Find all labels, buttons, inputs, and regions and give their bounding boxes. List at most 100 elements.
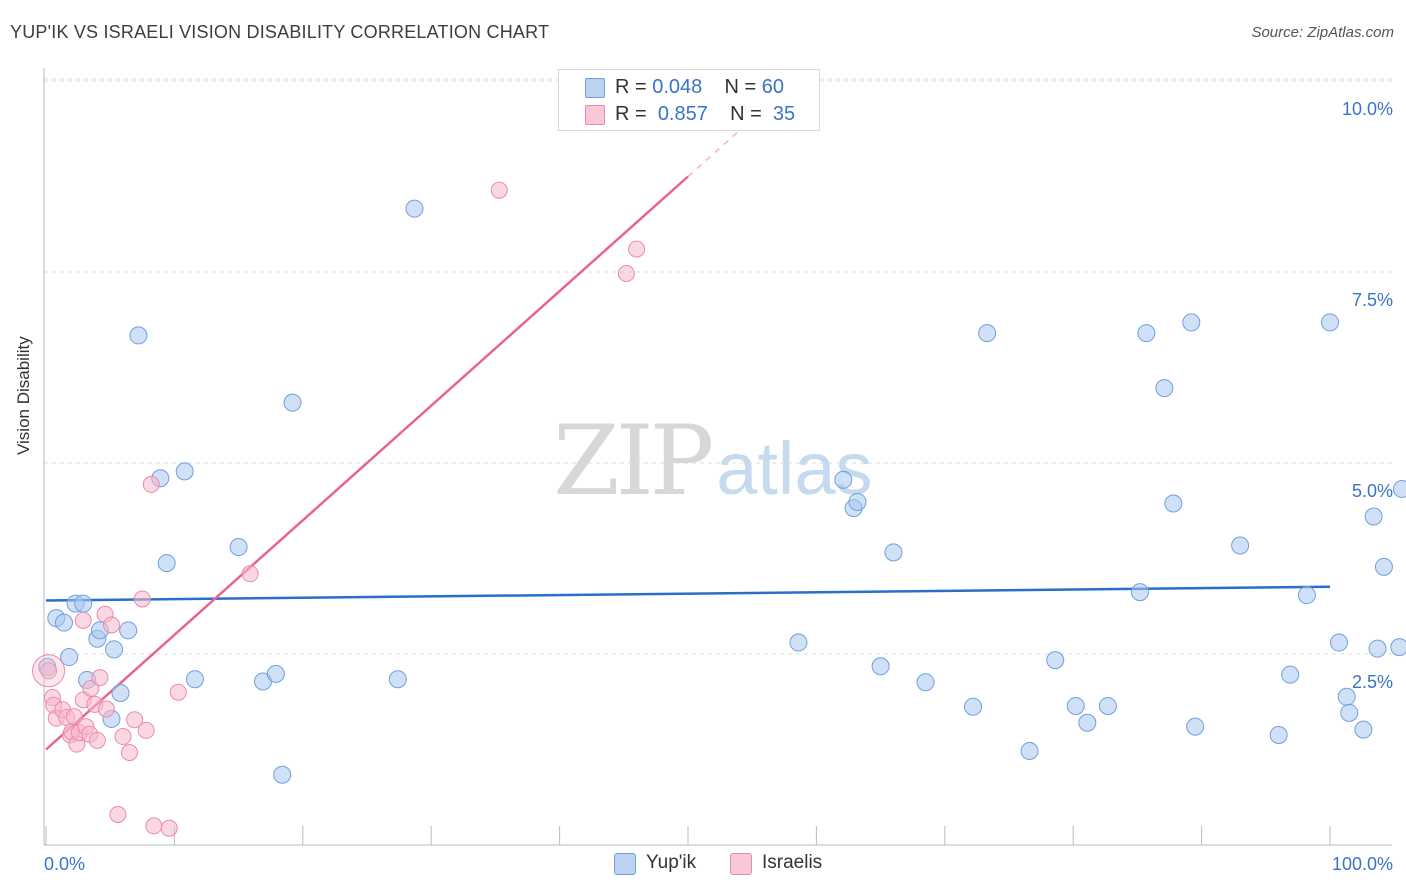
trend-line-israelis (45, 175, 689, 751)
point-israelis (617, 265, 635, 283)
point-yupik (978, 324, 997, 343)
point-yupik (1354, 720, 1373, 739)
point-yupik (60, 648, 79, 667)
point-yupik (105, 640, 124, 659)
trend-lines (45, 118, 1331, 751)
point-israelis (109, 805, 127, 823)
point-israelis (169, 683, 187, 701)
point-israelis (133, 590, 151, 608)
point-yupik (1182, 313, 1201, 332)
point-israelis (88, 731, 106, 749)
watermark-atlas: atlas (716, 427, 873, 510)
point-yupik (1392, 479, 1406, 498)
r-label: R = (615, 76, 647, 98)
point-yupik (54, 613, 73, 632)
point-yupik (871, 657, 890, 676)
point-israelis (145, 817, 163, 835)
point-yupik (1137, 324, 1156, 343)
point-yupik (111, 683, 130, 702)
point-yupik (848, 492, 867, 511)
point-israelis (490, 181, 508, 199)
point-yupik (157, 554, 176, 573)
point-israelis (142, 475, 160, 493)
point-yupik (273, 765, 292, 784)
legend-label-yupik: Yup'ik (646, 852, 697, 873)
point-yupik (1374, 557, 1393, 576)
point-yupik (1164, 494, 1183, 513)
point-yupik (388, 670, 407, 689)
legend-swatch-blue (585, 78, 605, 98)
point-yupik (964, 697, 983, 716)
point-yupik (789, 633, 808, 652)
watermark: ZIPatlas (553, 405, 873, 517)
point-yupik (175, 462, 194, 481)
point-yupik (74, 594, 93, 613)
point-yupik (266, 664, 285, 683)
n-label: N = (730, 103, 762, 125)
point-yupik (1329, 633, 1348, 652)
point-yupik (1130, 583, 1149, 602)
point-yupik (1340, 703, 1359, 722)
point-israelis (65, 708, 83, 726)
point-israelis (102, 616, 120, 634)
r-value-israelis: 0.857 (657, 103, 708, 125)
n-value-yupik: 60 (761, 76, 785, 98)
data-points (32, 181, 1406, 837)
point-israelis (160, 819, 178, 837)
trend-line-yupik (45, 585, 1331, 602)
legend-swatch-pink (585, 105, 605, 125)
point-israelis (97, 700, 115, 718)
point-yupik (1321, 313, 1339, 332)
point-yupik (884, 543, 903, 562)
watermark-zip: ZIP (553, 405, 714, 517)
point-yupik (916, 673, 935, 692)
point-yupik (119, 621, 138, 640)
point-israelis (126, 711, 144, 729)
chart-title: YUP'IK VS ISRAELI VISION DISABILITY CORR… (10, 22, 550, 42)
n-label: N = (724, 76, 757, 98)
legend-swatch-pink (730, 853, 752, 875)
legend-swatch-blue (614, 853, 636, 875)
r-value-yupik: 0.048 (652, 76, 703, 98)
point-yupik (1155, 379, 1174, 398)
point-israelis (137, 721, 155, 739)
point-israelis (74, 611, 92, 629)
point-yupik (1046, 651, 1065, 670)
point-yupik (1297, 586, 1316, 605)
point-yupik (1066, 696, 1085, 715)
y-tick-label: 2.5% (1352, 672, 1393, 692)
point-yupik (129, 326, 148, 345)
point-yupik (1281, 665, 1300, 684)
point-yupik (283, 393, 302, 412)
point-israelis (114, 728, 132, 746)
point-israelis (241, 565, 259, 583)
point-israelis (40, 662, 58, 680)
point-yupik (1364, 507, 1383, 526)
r-label: R = (615, 103, 647, 125)
point-israelis (91, 669, 109, 687)
point-yupik (1020, 742, 1039, 761)
point-yupik (229, 538, 248, 557)
point-yupik (1231, 536, 1250, 555)
point-israelis (628, 240, 646, 258)
point-yupik (1390, 638, 1406, 657)
tick-labels: 2.5% 5.0% 7.5% 10.0% 0.0% 100.0% (44, 99, 1393, 874)
legend-label-israelis: Israelis (762, 852, 823, 873)
y-tick-label: 10.0% (1342, 99, 1393, 119)
x-tick-label-max: 100.0% (1332, 854, 1393, 874)
point-yupik (1337, 687, 1356, 706)
n-value-israelis: 35 (772, 103, 796, 125)
y-tick-label: 5.0% (1352, 481, 1393, 501)
x-tick-label-min: 0.0% (44, 854, 85, 874)
stats-legend: R = 0.048 N = 60 R = 0.857 N = 35 (558, 69, 820, 131)
point-yupik (185, 670, 204, 689)
point-yupik (1368, 639, 1387, 658)
y-tick-label: 7.5% (1352, 290, 1393, 310)
point-yupik (1098, 696, 1117, 715)
point-yupik (405, 199, 424, 218)
point-yupik (834, 470, 853, 489)
point-yupik (1186, 717, 1205, 736)
trend-line-israelis-extension (687, 118, 753, 178)
source-credit: Source: ZipAtlas.com (1251, 24, 1394, 41)
